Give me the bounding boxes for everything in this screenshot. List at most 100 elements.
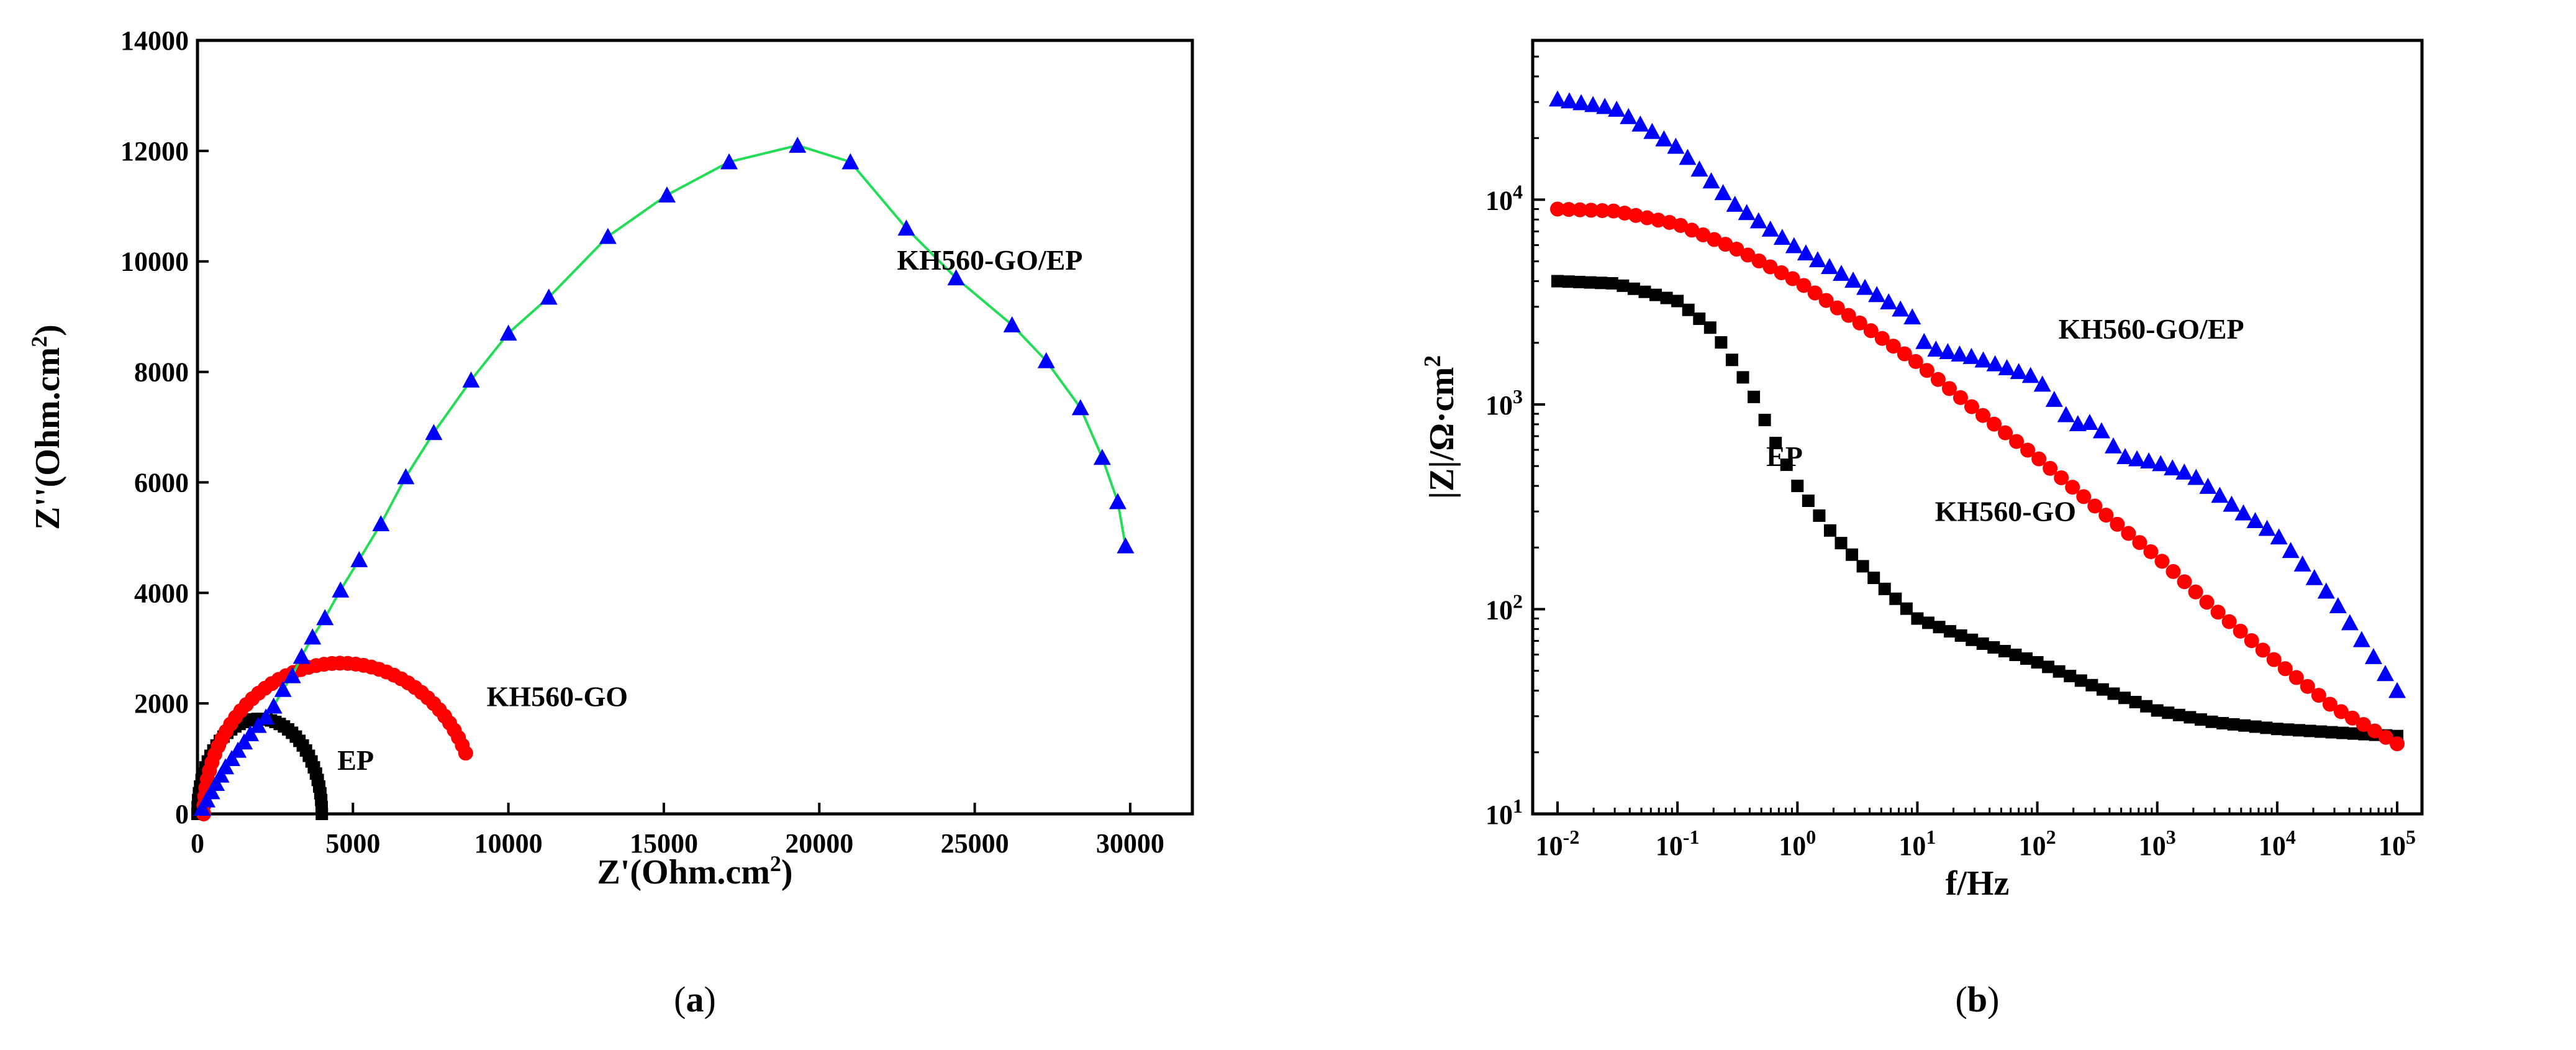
- panel-b-data-point: [1617, 206, 1633, 221]
- panel-b-data-point: [1667, 137, 1685, 154]
- panel-b-data-point: [1549, 90, 1566, 107]
- panel-a-data-point: [304, 628, 322, 645]
- panel-b-data-point: [1761, 220, 1779, 237]
- panel-a-y-tick-label: 10000: [120, 247, 189, 277]
- panel-b-data-point: [2270, 723, 2283, 736]
- panel-b-data-point: [1892, 300, 1910, 317]
- panel-b-x-tick-label: 104: [2259, 826, 2296, 861]
- panel-b-data-point: [1690, 160, 1708, 177]
- panel-b-data-point: [2300, 678, 2315, 694]
- panel-b-data-point: [1679, 148, 1697, 165]
- panel-b-data-point: [2107, 687, 2120, 700]
- panel-b-data-point: [1868, 286, 1886, 303]
- panel-b-data-point: [1684, 222, 1700, 238]
- panel-a-data-point: [223, 750, 241, 766]
- panel-b-data-point: [1908, 354, 1923, 369]
- panel-b-data-point: [2205, 715, 2218, 728]
- panel-b-data-point: [2009, 434, 2025, 449]
- panel-b-data-point: [1998, 645, 2011, 658]
- panel-b-x-tick-exp: -1: [1683, 826, 1700, 848]
- panel-b-data-point: [1695, 227, 1711, 242]
- panel-b-data-point: [2009, 649, 2022, 662]
- panel-b-y-tick-label: 103: [1485, 385, 1523, 421]
- panel-b-data-point: [2164, 459, 2182, 476]
- panel-b-data-point: [1903, 308, 1921, 325]
- panel-b-data-point: [2249, 720, 2262, 733]
- panel-b-data-point: [1889, 592, 1902, 605]
- panel-a-data-point: [283, 667, 301, 683]
- panel-b-y-tick-base: 10: [1485, 185, 1513, 216]
- panel-b-data-point: [2128, 450, 2146, 467]
- panel-b-data-point: [2260, 721, 2273, 734]
- panel-b-data-point: [2184, 711, 2197, 724]
- panel-b-data-point: [1740, 247, 1756, 263]
- panel-b-data-point: [2045, 391, 2063, 407]
- panel-b-data-point: [1651, 212, 1666, 228]
- panel-b-data-point: [2292, 724, 2305, 737]
- panel-b-data-point: [1987, 416, 2002, 432]
- panel-b-data-point: [1649, 288, 1662, 301]
- panel-b-data-point: [1797, 244, 1815, 261]
- panel-b-data-point: [2211, 486, 2229, 503]
- panel-b-data-point: [1998, 359, 2016, 375]
- panel-b-data-point: [2333, 704, 2349, 719]
- panel-b-series-label: EP: [1766, 441, 1803, 472]
- panel-b-data-point: [2065, 480, 2080, 495]
- panel-b-y-tick-exp: 4: [1513, 180, 1523, 203]
- panel-b-data-point: [1944, 625, 1957, 638]
- panel-a-y-tick-label: 12000: [120, 136, 189, 167]
- panel-b-data-point: [1813, 509, 1826, 522]
- panel-b-series-kh560-go-ep: KH560-GO/EP: [1549, 90, 2406, 698]
- panel-b-data-point: [1762, 259, 1778, 275]
- panel-a-data-point: [425, 424, 443, 441]
- panel-b-data-point: [1921, 616, 1934, 629]
- panel-b-data-point: [2282, 723, 2295, 736]
- panel-b-x-tick-label: 105: [2379, 826, 2416, 861]
- panel-a-data-point: [372, 515, 390, 532]
- panel-b-data-point: [2020, 652, 2033, 665]
- panel-b-data-point: [1751, 253, 1767, 269]
- panel-b-data-point: [1551, 275, 1564, 288]
- panel-b-data-point: [1952, 390, 1968, 405]
- panel-b-data-point: [1900, 602, 1913, 615]
- panel-b-data-point: [2367, 723, 2382, 739]
- panel-b-data-point: [1643, 122, 1661, 139]
- panel-a-nyquist-plot: 0 5000 10000 15000 20000 25000 30000 0 2000 4000 6…: [27, 25, 1194, 1020]
- panel-b-data-point: [1941, 381, 1957, 396]
- panel-a-data-point: [257, 708, 275, 725]
- panel-a-x-tick-label: 20000: [785, 828, 853, 859]
- panel-a-data-point: [350, 550, 368, 567]
- panel-b-data-point: [1655, 130, 1673, 147]
- panel-a-series-kh560-go-ep: KH560-GO/EP: [193, 136, 1135, 816]
- panel-b-x-tick-exp: 1: [1926, 826, 1936, 848]
- panel-a-data-point: [229, 741, 247, 758]
- panel-b-data-point: [2311, 688, 2326, 703]
- panel-a-data-point: [1109, 493, 1127, 509]
- panel-b-data-point: [2132, 535, 2147, 550]
- panel-a-x-tick-label: 25000: [941, 828, 1009, 859]
- panel-b-data-point: [2317, 582, 2335, 599]
- panel-b-x-tick-exp: 2: [2046, 826, 2056, 848]
- panel-b-data-point: [2057, 406, 2075, 422]
- panel-b-data-point: [2390, 736, 2405, 752]
- panel-b-data-point: [2129, 696, 2142, 709]
- panel-a-data-point: [789, 136, 807, 153]
- panel-b-data-point: [1867, 572, 1880, 585]
- panel-b-data-point: [1627, 282, 1640, 295]
- panel-b-data-point: [1933, 621, 1946, 634]
- panel-b-data-point: [2199, 477, 2217, 494]
- panel-b-data-point: [1808, 251, 1826, 268]
- panel-b-x-tick-base: 10: [1536, 831, 1563, 861]
- panel-b-data-point: [1846, 548, 1859, 561]
- panel-b-data-point: [1833, 265, 1851, 281]
- panel-b-data-point: [2052, 665, 2066, 678]
- panel-a-y-tick-label: 8000: [134, 357, 189, 388]
- panel-b-data-point: [2042, 660, 2055, 673]
- panel-a-data-point: [1003, 316, 1021, 332]
- panel-b-data-point: [1769, 437, 1782, 450]
- panel-a-data-point: [720, 153, 738, 170]
- panel-b-data-point: [1736, 371, 1749, 384]
- panel-b-data-point: [2118, 692, 2131, 705]
- panel-b-data-point: [1561, 92, 1579, 109]
- panel-b-data-point: [1856, 278, 1874, 295]
